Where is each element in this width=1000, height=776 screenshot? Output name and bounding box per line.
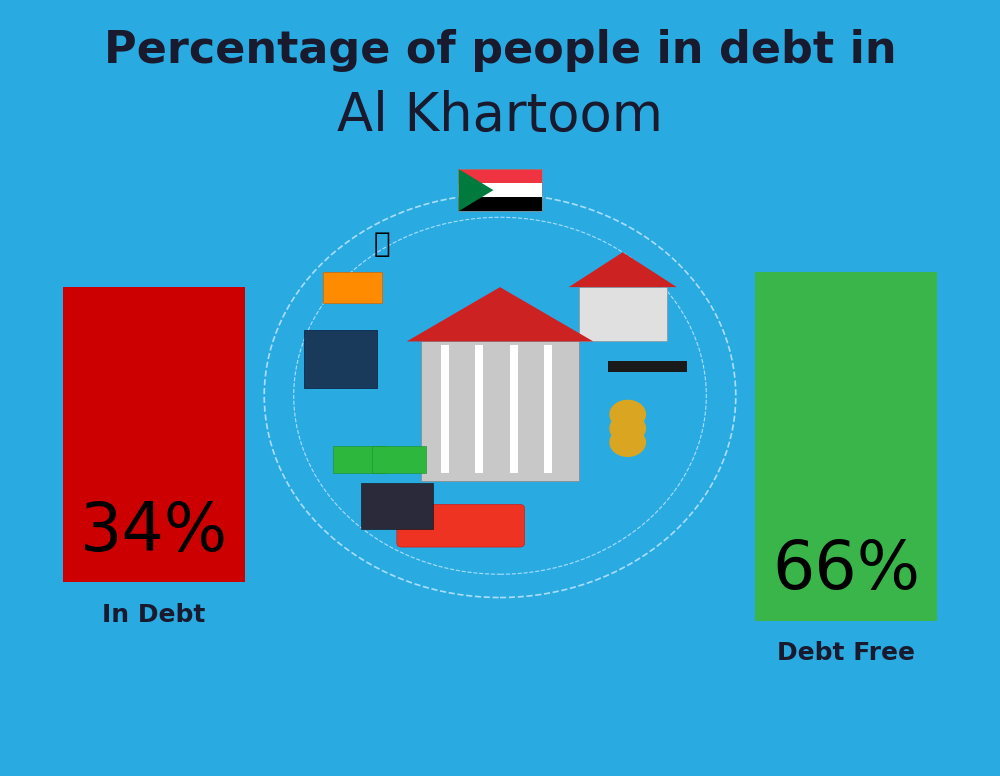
Text: Debt Free: Debt Free [777,642,915,665]
Circle shape [610,428,645,456]
Text: Al Khartoom: Al Khartoom [337,90,663,143]
FancyBboxPatch shape [755,272,937,621]
Circle shape [610,400,645,428]
FancyBboxPatch shape [458,183,542,197]
Text: Percentage of people in debt in: Percentage of people in debt in [104,29,896,72]
FancyBboxPatch shape [458,169,542,183]
FancyBboxPatch shape [608,361,687,372]
FancyBboxPatch shape [510,345,518,473]
FancyBboxPatch shape [579,287,667,341]
Polygon shape [458,169,493,211]
FancyBboxPatch shape [441,345,449,473]
FancyBboxPatch shape [361,483,433,529]
Text: 66%: 66% [772,537,920,604]
FancyBboxPatch shape [397,504,525,547]
FancyBboxPatch shape [421,341,579,481]
FancyBboxPatch shape [63,287,245,582]
Text: 🦅: 🦅 [374,230,390,258]
Circle shape [610,414,645,442]
FancyBboxPatch shape [475,345,483,473]
FancyBboxPatch shape [458,197,542,211]
FancyBboxPatch shape [372,446,426,473]
Text: 34%: 34% [80,498,228,565]
FancyBboxPatch shape [333,446,387,473]
Polygon shape [569,252,677,287]
Polygon shape [323,272,382,303]
Text: In Debt: In Debt [102,603,205,626]
FancyBboxPatch shape [304,330,377,388]
Polygon shape [407,287,593,341]
FancyBboxPatch shape [544,345,552,473]
